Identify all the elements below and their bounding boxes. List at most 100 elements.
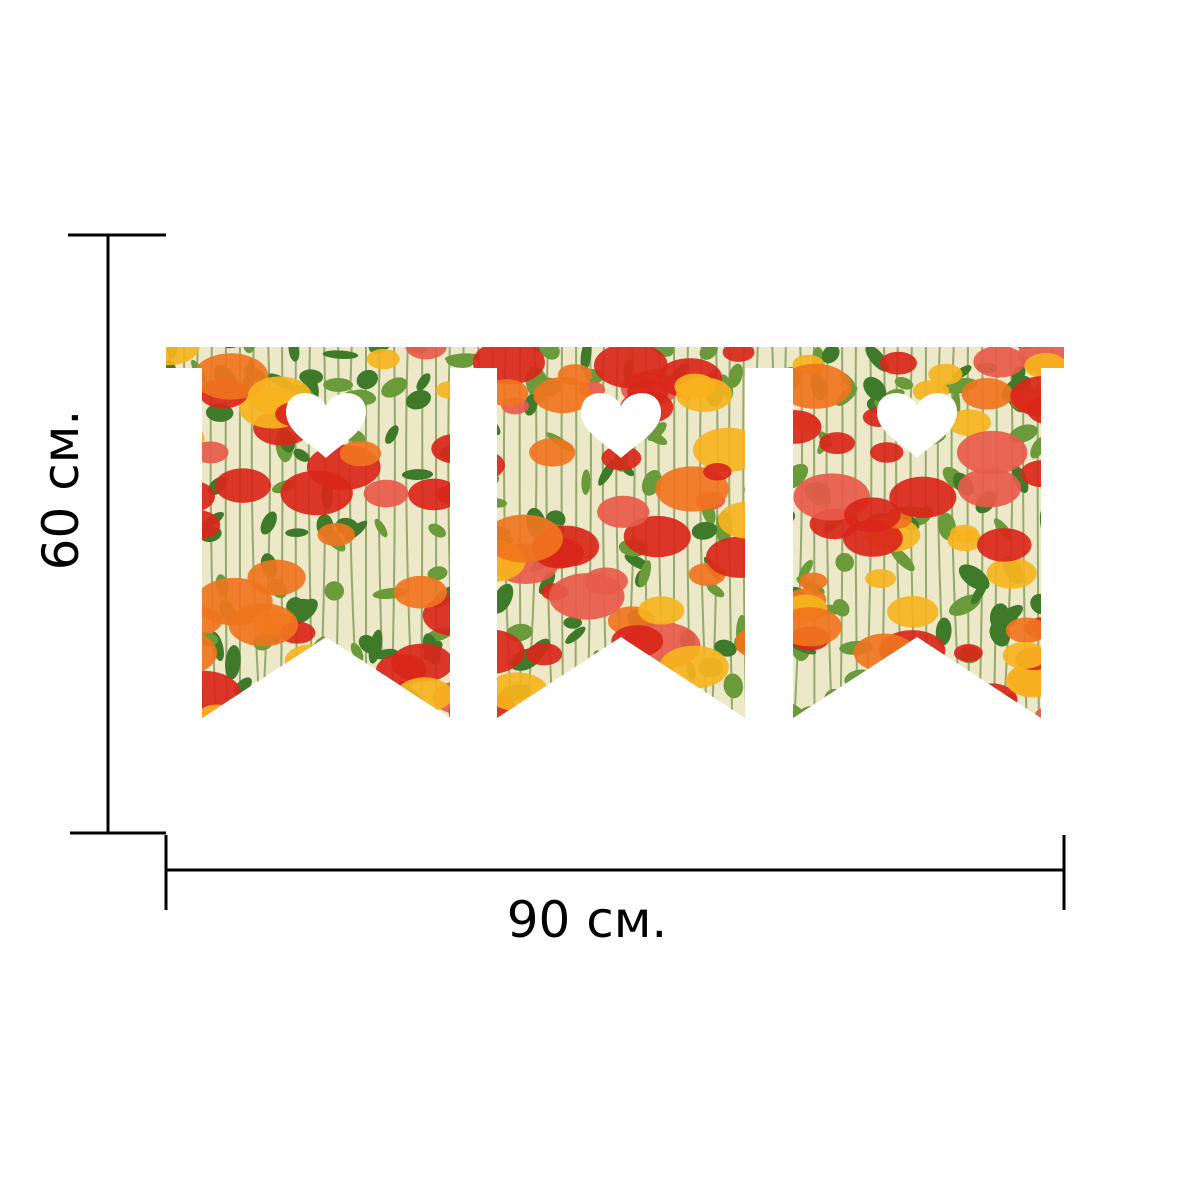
leaf — [291, 703, 303, 718]
height-dimension — [68, 233, 166, 835]
leaf — [324, 581, 345, 601]
poppy-flower — [316, 700, 388, 718]
poppy-flower — [1034, 706, 1063, 718]
leaf — [890, 546, 915, 572]
leaf — [1047, 508, 1064, 528]
leaf — [1011, 465, 1029, 494]
stem — [783, 347, 792, 718]
leaf — [293, 448, 310, 462]
leaf — [465, 392, 484, 412]
poppy-flower — [889, 476, 957, 518]
poppy-flower — [763, 715, 805, 718]
poppy-flower — [305, 658, 346, 684]
leaf — [227, 702, 254, 718]
leaf — [254, 709, 273, 718]
curtain-valance — [166, 347, 1064, 734]
leaf — [397, 712, 421, 718]
poppy-flower — [228, 603, 299, 647]
poppy-flower — [525, 643, 563, 666]
leaf — [472, 375, 487, 394]
poppy-flower — [611, 625, 664, 658]
poppy-flower — [718, 501, 779, 539]
poppy-flower — [405, 347, 447, 360]
leaf — [174, 510, 201, 537]
poppy-flower — [376, 654, 427, 686]
poppy-flower — [472, 347, 545, 385]
poppy-flower — [957, 468, 1022, 508]
poppy-flower — [819, 432, 855, 455]
poppy-flower — [623, 515, 691, 558]
leaf — [870, 665, 889, 686]
poppy-flower — [175, 606, 223, 636]
poppy-flower — [284, 644, 340, 678]
leaf — [755, 368, 770, 399]
poppy-flower — [1010, 376, 1064, 417]
leaf — [427, 566, 448, 581]
leaf — [356, 369, 378, 390]
stem — [460, 347, 473, 718]
leaf — [405, 390, 431, 410]
leaf — [638, 560, 652, 588]
heart-cutout-icon — [286, 393, 366, 458]
poppy-flower — [976, 528, 1032, 562]
poppy-flower — [431, 433, 480, 464]
leaf — [185, 373, 203, 407]
leaf — [581, 469, 591, 495]
leaf — [368, 629, 383, 664]
leaf — [166, 514, 178, 540]
poppy-flower — [317, 523, 355, 547]
leaf — [1047, 524, 1064, 539]
leaf — [385, 425, 399, 444]
poppy-flower — [928, 363, 963, 385]
leaf — [459, 685, 473, 718]
poppy-flower — [973, 347, 1025, 378]
leaf — [428, 523, 446, 538]
poppy-flower — [366, 348, 400, 370]
leaf — [451, 601, 475, 626]
poppy-flower — [879, 351, 917, 375]
leaf — [166, 722, 199, 734]
leaf — [177, 414, 195, 443]
poppy-flower — [593, 347, 668, 389]
leaf — [967, 713, 983, 718]
leaf — [691, 521, 718, 540]
poppy-flower — [828, 694, 875, 718]
leaf — [345, 706, 361, 718]
leaf — [225, 645, 241, 680]
poppy-flower — [638, 596, 685, 625]
leaf — [455, 522, 475, 558]
poppy-flower — [339, 440, 382, 467]
poppy-flower — [615, 698, 654, 718]
poppy-flower — [166, 420, 205, 459]
heart-cutout-icon — [581, 393, 661, 458]
leaf — [935, 617, 952, 646]
heart-cutout-icon — [877, 393, 957, 458]
poppy-flower — [1002, 642, 1047, 669]
poppy-flower — [484, 379, 529, 407]
leaf — [285, 528, 309, 537]
leaf — [1016, 713, 1047, 718]
leaf — [723, 673, 744, 699]
poppy-flower — [843, 497, 901, 533]
leaf — [451, 716, 479, 718]
leaf — [876, 680, 890, 699]
poppy-flower — [408, 478, 460, 511]
leaf — [563, 616, 583, 629]
stem — [469, 347, 482, 718]
leaf — [1045, 628, 1064, 645]
poppy-flower — [602, 684, 679, 718]
poppy-flower — [363, 479, 409, 508]
poppy-flower — [986, 557, 1037, 589]
width-label: 90 см. — [507, 891, 668, 949]
poppy-flower — [166, 629, 218, 676]
poppy-flower — [485, 514, 564, 563]
leaf — [459, 559, 493, 574]
poppy-flower — [949, 524, 979, 543]
poppy-flower — [869, 442, 904, 463]
poppy-flower — [166, 390, 200, 432]
leaf — [444, 353, 481, 363]
leaf — [539, 347, 560, 360]
leaf — [751, 419, 769, 443]
poppy-flower — [659, 645, 729, 689]
